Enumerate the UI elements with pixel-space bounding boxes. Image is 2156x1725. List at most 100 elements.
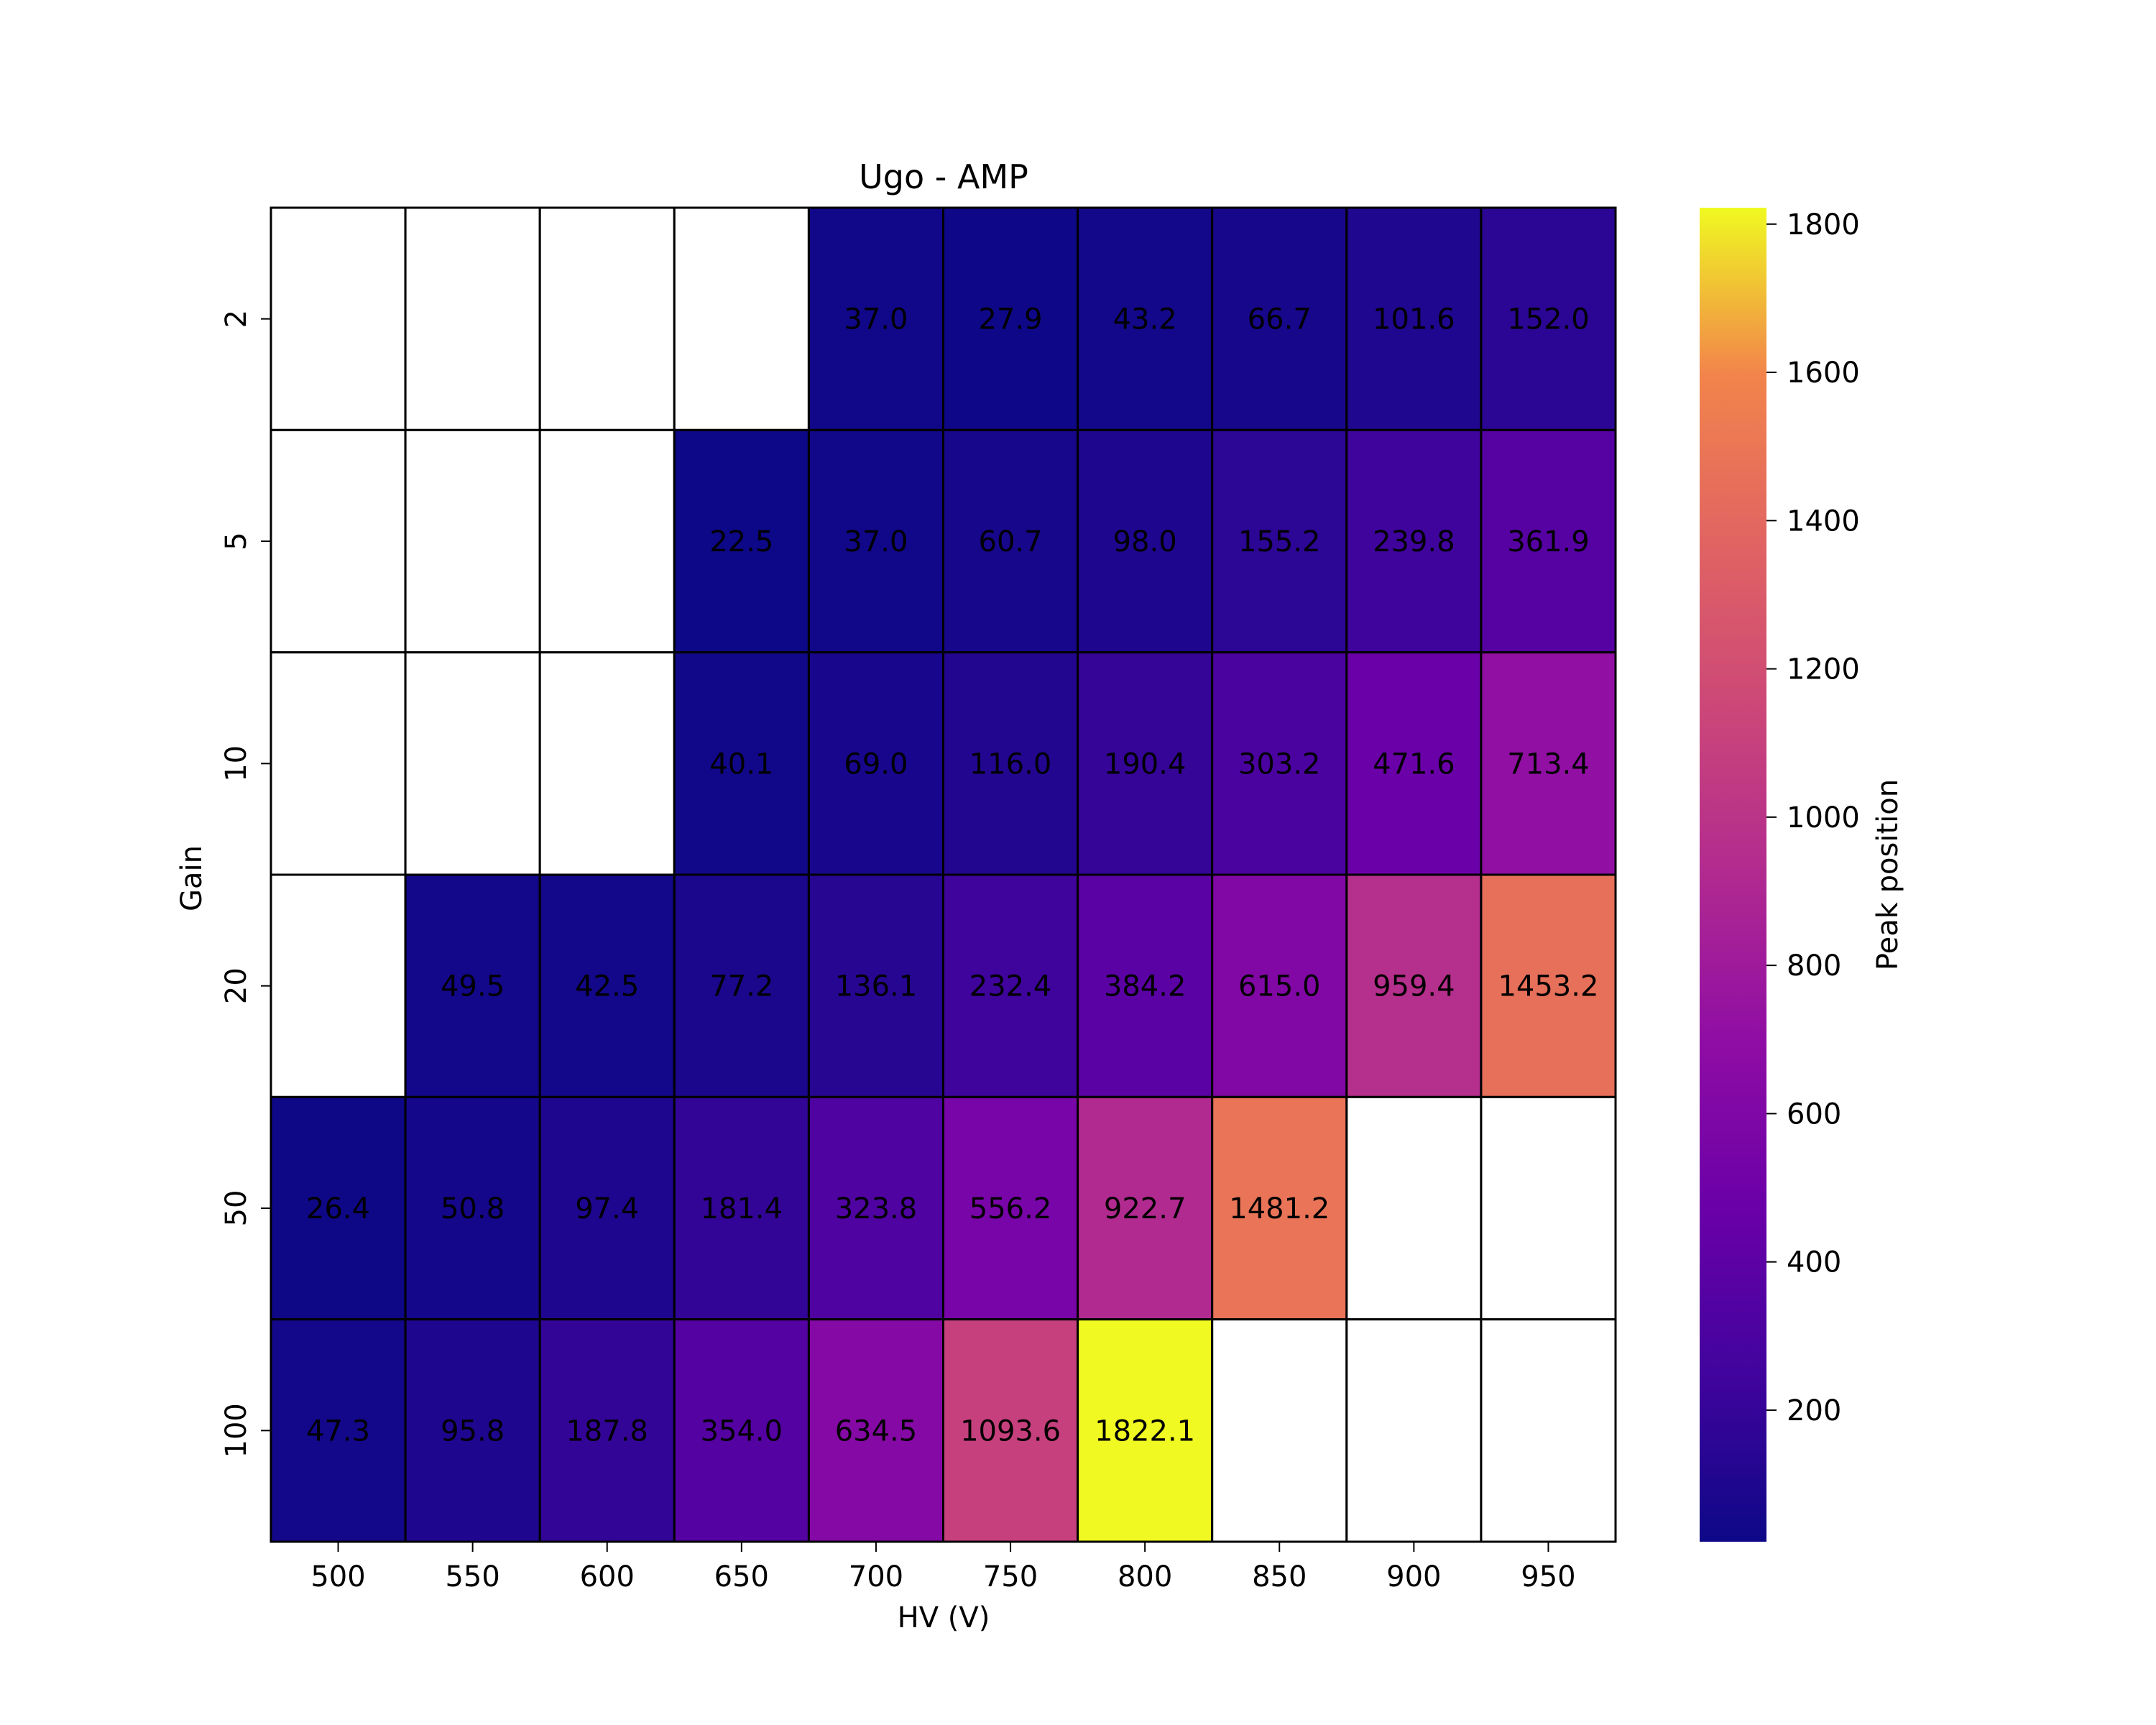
heatmap-cell: [404, 1318, 541, 1543]
cell-value-label: 615.0: [1238, 970, 1321, 1003]
cell-value-label: 354.0: [701, 1414, 783, 1448]
colorbar-tick-label: 1200: [1787, 653, 1860, 686]
cell-value-label: 239.8: [1373, 525, 1455, 558]
cell-value-label: 556.2: [969, 1192, 1052, 1225]
cell-value-label: 98.0: [1113, 525, 1177, 558]
cell-value-label: 471.6: [1373, 748, 1455, 781]
cell-value-label: 922.7: [1104, 1192, 1187, 1225]
heatmap-cell: [270, 206, 407, 431]
heatmap-cell-labels: 37.0 27.9 43.2 66.7 101.6 152.0 22.5 37.0 60.7 98…: [306, 303, 1598, 1448]
heatmap-cell: [1480, 206, 1617, 431]
cell-value-label: 1093.6: [960, 1414, 1061, 1448]
cell-value-label: 27.9: [979, 303, 1043, 336]
cell-value-label: 713.4: [1507, 748, 1590, 781]
cell-value-label: 361.9: [1507, 525, 1590, 558]
cell-value-label: 959.4: [1373, 970, 1455, 1003]
cell-value-label: 155.2: [1238, 525, 1321, 558]
y-tick-label: 50: [220, 1190, 253, 1227]
heatmap-cell: [1345, 428, 1483, 654]
heatmap-cell: [807, 428, 945, 654]
heatmap-cell: [1480, 651, 1617, 876]
heatmap-cell: [404, 651, 541, 876]
cell-value-label: 49.5: [441, 970, 505, 1003]
cell-value-label: 22.5: [709, 525, 773, 558]
heatmap-cell: [404, 1095, 541, 1321]
x-tick-label: 950: [1521, 1560, 1575, 1593]
y-tick-label: 2: [220, 310, 253, 328]
cell-value-label: 69.0: [844, 748, 908, 781]
colorbar-ticks: 200 400 600 800 1000 1200 1400 1600 1800: [1766, 208, 1860, 1427]
heatmap-cell: [1480, 873, 1617, 1098]
heatmap-cell: [404, 206, 541, 431]
heatmap-cell: [1480, 428, 1617, 654]
heatmap-cell: [1077, 206, 1214, 431]
cell-value-label: 77.2: [709, 970, 773, 1003]
x-tick-label: 750: [983, 1560, 1038, 1593]
cell-value-label: 187.8: [566, 1414, 648, 1448]
heatmap-cell: [1345, 1095, 1483, 1321]
x-tick-label: 850: [1252, 1560, 1307, 1593]
cell-value-label: 60.7: [979, 525, 1043, 558]
heatmap-cell: [1077, 651, 1214, 876]
heatmap-cell: [1211, 1318, 1348, 1543]
x-tick-label: 800: [1118, 1560, 1172, 1593]
x-tick-label: 700: [849, 1560, 903, 1593]
heatmap-cell: [270, 428, 407, 654]
cell-value-label: 97.4: [575, 1192, 639, 1225]
heatmap-cell: [1345, 873, 1483, 1098]
heatmap-cell: [942, 1095, 1079, 1321]
y-axis-ticks: 2 5 10 20 50 100: [220, 310, 271, 1458]
cell-value-label: 1453.2: [1498, 970, 1598, 1003]
heatmap-cell: [673, 651, 810, 876]
heatmap-cell: [942, 206, 1079, 431]
x-tick-label: 500: [310, 1560, 365, 1593]
heatmap-cell: [1211, 651, 1348, 876]
colorbar-tick-label: 600: [1787, 1098, 1841, 1131]
heatmap-cell: [538, 428, 676, 654]
cell-value-label: 232.4: [969, 970, 1052, 1003]
chart-title: Ugo - AMP: [859, 157, 1028, 196]
heatmap-cell: [807, 206, 945, 431]
heatmap-cell: [942, 873, 1079, 1098]
x-axis-label: HV (V): [898, 1601, 990, 1634]
x-tick-label: 600: [580, 1560, 635, 1593]
heatmap-cell: [404, 428, 541, 654]
heatmap-cell: [1480, 1318, 1617, 1543]
x-tick-label: 900: [1386, 1560, 1441, 1593]
heatmap-cell: [538, 651, 676, 876]
colorbar-label: Peak position: [1871, 779, 1904, 970]
cell-value-label: 152.0: [1507, 303, 1590, 336]
colorbar-tick-label: 1000: [1787, 801, 1860, 834]
colorbar-tick-label: 400: [1787, 1246, 1841, 1279]
heatmap-cell: [538, 1318, 676, 1543]
y-tick-label: 20: [220, 967, 253, 1004]
cell-value-label: 95.8: [441, 1414, 505, 1448]
heatmap-cell: [807, 1318, 945, 1543]
heatmap-cell: [942, 651, 1079, 876]
y-tick-label: 10: [220, 745, 253, 782]
cell-value-label: 101.6: [1373, 303, 1455, 336]
y-tick-label: 100: [220, 1403, 253, 1458]
colorbar-tick-label: 800: [1787, 949, 1841, 983]
cell-value-label: 42.5: [575, 970, 639, 1003]
cell-value-label: 26.4: [306, 1192, 370, 1225]
y-tick-label: 5: [220, 532, 253, 550]
x-tick-label: 550: [445, 1560, 499, 1593]
heatmap-cell: [1077, 428, 1214, 654]
x-tick-label: 650: [714, 1560, 769, 1593]
cell-value-label: 37.0: [844, 303, 908, 336]
heatmap-cell: [270, 873, 407, 1098]
heatmap-cell: [1345, 1318, 1483, 1543]
colorbar: [1700, 208, 1766, 1542]
heatmap-cell: [1345, 651, 1483, 876]
heatmap-cell: [1077, 1095, 1214, 1321]
cell-value-label: 190.4: [1104, 748, 1187, 781]
cell-value-label: 303.2: [1238, 748, 1321, 781]
y-axis-label: Gain: [175, 845, 208, 911]
colorbar-tick-label: 1600: [1787, 356, 1860, 390]
heatmap-cell: [673, 206, 810, 431]
heatmap-cell: [1480, 1095, 1617, 1321]
heatmap-cell: [1211, 206, 1348, 431]
cell-value-label: 1481.2: [1229, 1192, 1330, 1225]
